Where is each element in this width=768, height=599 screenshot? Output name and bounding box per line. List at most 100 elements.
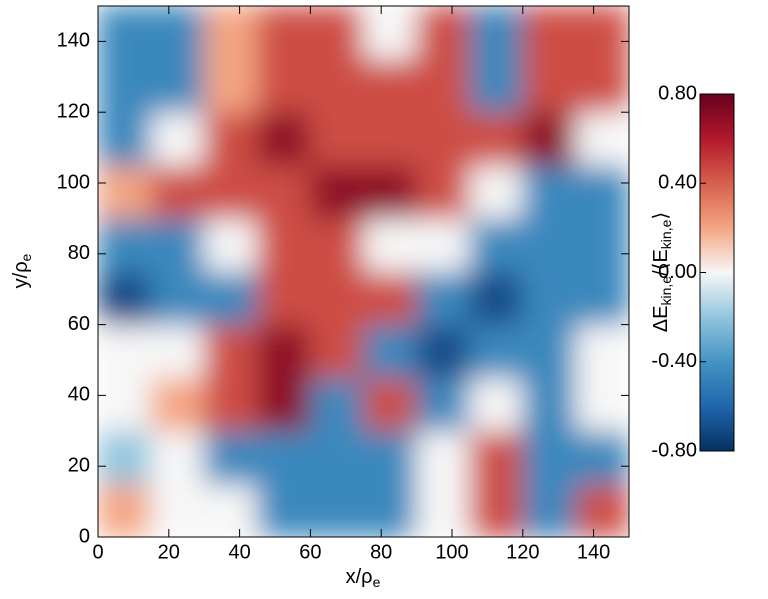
cell (98, 271, 152, 326)
cell (416, 111, 471, 166)
cell (203, 6, 258, 60)
cell (575, 483, 629, 537)
cell (363, 217, 418, 272)
cell (256, 58, 311, 113)
cell (416, 164, 471, 219)
cell (575, 377, 629, 432)
cell (575, 217, 629, 272)
cell (469, 217, 524, 272)
cell (469, 377, 524, 432)
cell (416, 6, 471, 60)
cell (256, 164, 311, 219)
cell (150, 271, 205, 326)
cell (203, 271, 258, 326)
cell (150, 324, 205, 379)
cell (363, 58, 418, 113)
colorbar-tick-label: -0.80 (651, 439, 697, 461)
plot-frame (97, 5, 630, 538)
y-tick-label: 40 (68, 384, 90, 406)
cell (309, 217, 364, 272)
field (98, 6, 629, 537)
x-tick-label: 140 (577, 541, 610, 563)
cell (256, 217, 311, 272)
cell (150, 483, 205, 537)
y-tick-label: 100 (57, 171, 90, 193)
cell (150, 58, 205, 113)
cell (309, 271, 364, 326)
cell (416, 430, 471, 485)
cell (469, 111, 524, 166)
cell (256, 271, 311, 326)
cell (469, 164, 524, 219)
cell (309, 377, 364, 432)
colorbar-tick-label: 0.00 (658, 261, 697, 283)
cell (416, 483, 471, 537)
cell (150, 430, 205, 485)
cell (256, 111, 311, 166)
cell (522, 430, 577, 485)
cell (416, 271, 471, 326)
cell (203, 164, 258, 219)
cell (363, 271, 418, 326)
cell (469, 58, 524, 113)
cell (575, 6, 629, 60)
x-tick-label: 80 (370, 541, 392, 563)
cells (98, 6, 629, 537)
x-axis-label: x/ρe (346, 566, 381, 589)
cell (522, 58, 577, 113)
cell (309, 324, 364, 379)
cell (363, 6, 418, 60)
cell (469, 430, 524, 485)
cell (522, 111, 577, 166)
x-tick-label: 60 (299, 541, 321, 563)
cell (522, 377, 577, 432)
cell (522, 217, 577, 272)
cell (150, 217, 205, 272)
cell (309, 483, 364, 537)
cell (522, 271, 577, 326)
cell (203, 324, 258, 379)
x-tick-label: 40 (228, 541, 250, 563)
cell (150, 6, 205, 60)
cell (416, 377, 471, 432)
cell (98, 6, 152, 60)
x-tick-label: 0 (92, 541, 103, 563)
cell (575, 111, 629, 166)
cell (469, 271, 524, 326)
cell (203, 217, 258, 272)
cell (150, 111, 205, 166)
cell (363, 164, 418, 219)
cell (522, 6, 577, 60)
cell (203, 483, 258, 537)
y-tick-label: 80 (68, 242, 90, 264)
cell (203, 430, 258, 485)
cell (98, 58, 152, 113)
cell (309, 164, 364, 219)
cell (522, 483, 577, 537)
cell (150, 377, 205, 432)
cell (98, 430, 152, 485)
cell (416, 324, 471, 379)
cell (309, 58, 364, 113)
y-tick-label: 140 (57, 30, 90, 52)
cell (98, 111, 152, 166)
colorbar-tick-label: 0.40 (658, 172, 697, 194)
cell (363, 430, 418, 485)
cell (522, 164, 577, 219)
cell (256, 483, 311, 537)
cell (256, 6, 311, 60)
cell (575, 271, 629, 326)
cell (98, 217, 152, 272)
cell (309, 111, 364, 166)
cell (256, 377, 311, 432)
y-tick-label: 0 (79, 525, 90, 547)
y-axis-label: y/ρe (10, 253, 33, 288)
cell (522, 324, 577, 379)
cell (203, 377, 258, 432)
x-tick-label: 20 (158, 541, 180, 563)
cell (363, 377, 418, 432)
cell (98, 164, 152, 219)
cell (575, 430, 629, 485)
cell (575, 164, 629, 219)
